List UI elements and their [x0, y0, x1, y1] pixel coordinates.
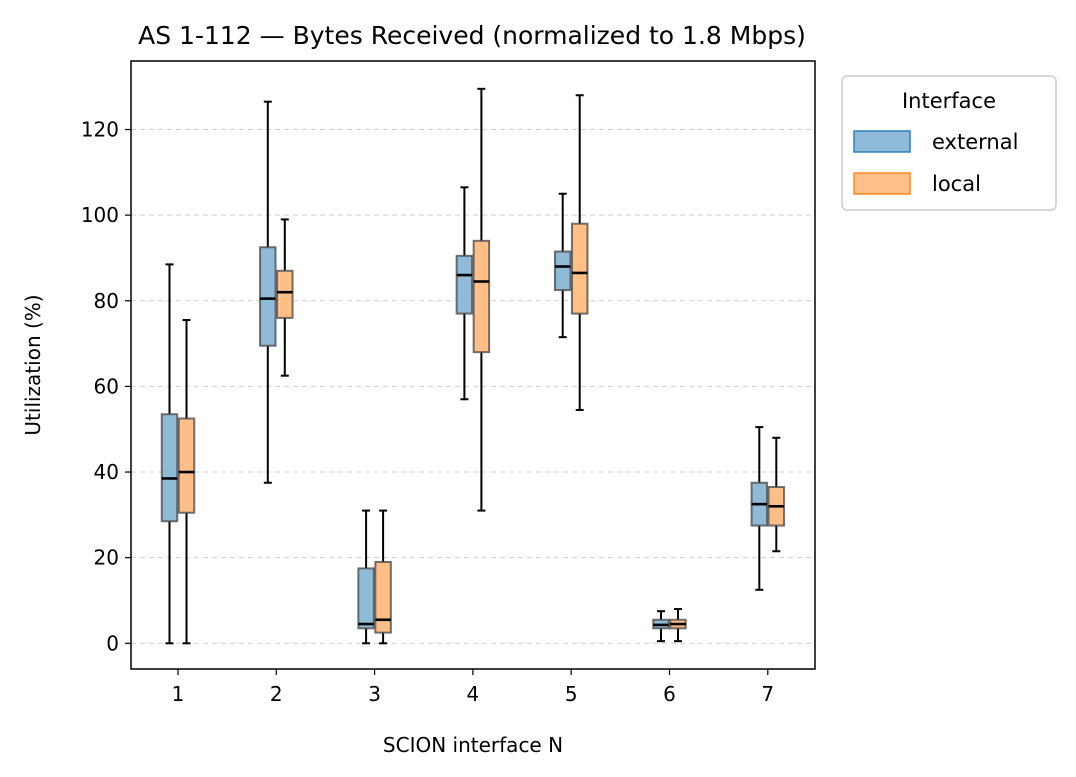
x-tick-label: 7: [761, 682, 774, 706]
box-iqr: [472, 239, 491, 354]
box-external-1: [160, 263, 179, 645]
plot-frame: [130, 60, 816, 670]
y-tick-label: 100: [81, 203, 119, 227]
box-local-1: [177, 319, 196, 645]
box-local-6: [669, 608, 687, 643]
x-tick-label: 1: [172, 682, 185, 706]
y-tick-label: 120: [81, 118, 119, 142]
box-marks: [160, 87, 786, 645]
chart-title: AS 1-112 — Bytes Received (normalized to…: [138, 21, 806, 50]
y-axis-label: Utilization (%): [21, 294, 45, 435]
box-local-7: [767, 436, 786, 553]
box-local-3: [374, 509, 392, 645]
box-iqr: [374, 560, 392, 634]
x-axis-label: SCION interface N: [383, 733, 563, 757]
box-iqr: [455, 254, 474, 315]
x-tick-label: 2: [270, 682, 283, 706]
legend-label-external: external: [932, 130, 1018, 154]
box-iqr: [357, 567, 375, 630]
y-tick-label: 40: [94, 460, 119, 484]
x-tick-label: 5: [565, 682, 578, 706]
y-tick-label: 0: [106, 631, 119, 655]
box-local-5: [570, 94, 589, 411]
box-external-4: [455, 186, 474, 401]
legend-swatch-local: [853, 172, 911, 195]
box-external-5: [553, 192, 572, 339]
box-iqr: [276, 269, 294, 319]
y-tick-label: 20: [94, 546, 119, 570]
box-external-3: [357, 509, 375, 645]
x-tick-label: 6: [663, 682, 676, 706]
box-iqr: [160, 413, 179, 523]
x-tick-label: 3: [368, 682, 381, 706]
box-iqr: [553, 250, 572, 292]
box-iqr: [259, 246, 277, 347]
legend: Interface external local: [841, 75, 1057, 211]
box-external-2: [259, 100, 277, 484]
y-tick-label: 80: [94, 289, 119, 313]
y-tick-label: 60: [94, 374, 119, 398]
box-local-2: [276, 218, 294, 377]
x-axis: 1 2 3 4 5 6 7: [172, 669, 774, 706]
box-external-7: [750, 426, 769, 591]
box-local-4: [472, 87, 491, 512]
box-iqr: [570, 222, 589, 315]
box-iqr: [177, 417, 196, 514]
box-external-6: [652, 610, 670, 643]
y-axis: 0 20 40 60 80 100 120: [81, 118, 131, 655]
legend-title: Interface: [902, 89, 996, 113]
legend-label-local: local: [932, 172, 981, 196]
legend-swatch-external: [853, 130, 911, 153]
x-tick-label: 4: [467, 682, 480, 706]
